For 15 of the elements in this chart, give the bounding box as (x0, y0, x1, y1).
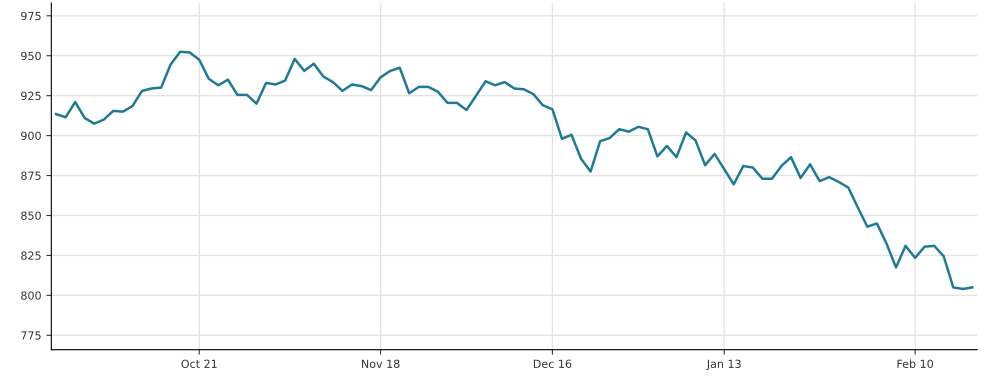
y-tick-label: 825 (21, 251, 41, 260)
y-tick-label: 950 (21, 52, 41, 60)
y-tick-label: 775 (21, 331, 41, 340)
y-tick-label: 800 (21, 291, 41, 300)
y-tick-label: 850 (21, 211, 41, 220)
y-tick-label: 975 (21, 12, 41, 20)
x-tick-label: Jan 13 (706, 360, 741, 370)
y-tick-label: 900 (21, 132, 41, 140)
x-tick-label: Dec 16 (534, 360, 572, 368)
x-tick-label: Nov 18 (362, 360, 400, 368)
x-tick-label: Feb 10 (898, 359, 934, 368)
x-tick-label: Oct 21 (181, 360, 217, 368)
y-tick-label: 925 (21, 92, 41, 100)
y-tick-label: 875 (21, 172, 41, 180)
line-series (54, 50, 974, 290)
